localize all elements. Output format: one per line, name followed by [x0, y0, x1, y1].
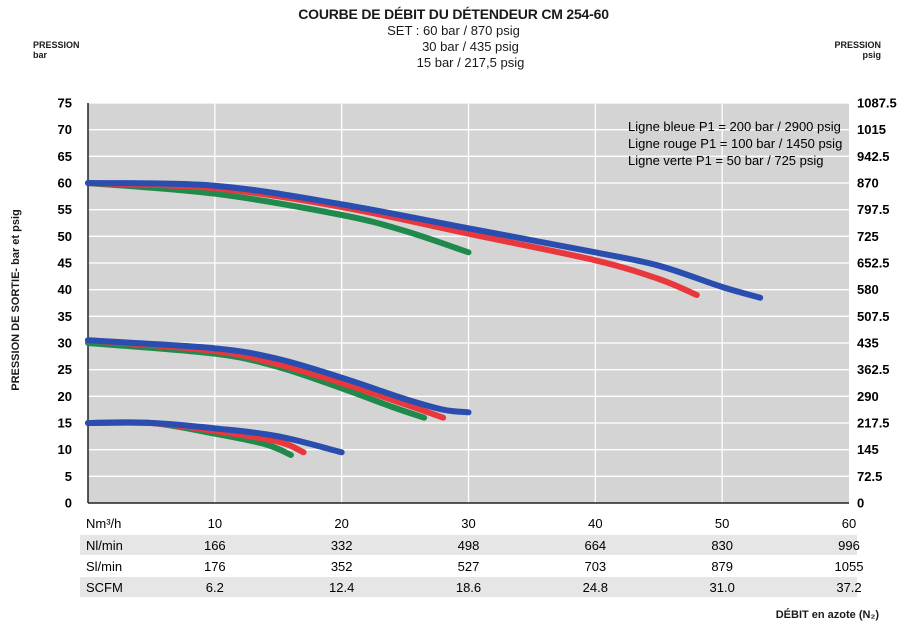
- y-tick-label-bar: 75: [58, 96, 72, 111]
- flow-table-cell: 24.8: [583, 580, 608, 595]
- flow-table-row-label: Nl/min: [86, 538, 123, 553]
- x-tick-label: 40: [588, 516, 602, 531]
- flow-table-band: [80, 535, 857, 555]
- y-tick-label-bar: 55: [58, 202, 72, 217]
- y-tick-label-psig: 942.5: [857, 149, 890, 164]
- subtitle-line-3: 15 bar / 217,5 psig: [416, 55, 525, 70]
- flow-table-cell: 1055: [835, 559, 864, 574]
- y-tick-label-psig: 362.5: [857, 362, 890, 377]
- y-tick-label-psig: 72.5: [857, 469, 882, 484]
- y-tick-label-psig: 652.5: [857, 256, 890, 271]
- y-tick-label-bar: 20: [58, 389, 72, 404]
- flow-table-cell: 31.0: [710, 580, 735, 595]
- y-tick-label-bar: 65: [58, 149, 72, 164]
- y-tick-label-bar: 30: [58, 336, 72, 351]
- y-tick-label-psig: 580: [857, 282, 879, 297]
- flow-table-cell: 996: [838, 538, 860, 553]
- y-tick-label-bar: 35: [58, 309, 72, 324]
- y-tick-label-psig: 870: [857, 176, 879, 191]
- flow-table-cell: 176: [204, 559, 226, 574]
- flow-table-cell: 830: [711, 538, 733, 553]
- flow-table-cell: 6.2: [206, 580, 224, 595]
- y-tick-label-psig: 0: [857, 496, 864, 511]
- legend-entry: Ligne bleue P1 = 200 bar / 2900 psig: [628, 119, 841, 134]
- y-tick-label-psig: 145: [857, 442, 879, 457]
- y-tick-label-psig: 1015: [857, 122, 886, 137]
- flow-table-cell: 332: [331, 538, 353, 553]
- flow-table-cell: 166: [204, 538, 226, 553]
- flow-table-cell: 527: [458, 559, 480, 574]
- x-tick-label: 10: [208, 516, 222, 531]
- y-tick-label-bar: 10: [58, 442, 72, 457]
- flow-table-cell: 703: [584, 559, 606, 574]
- flow-table-band: [80, 577, 857, 597]
- left-axis-header-title: PRESSION: [33, 40, 80, 50]
- y-tick-label-bar: 40: [58, 282, 72, 297]
- y-tick-label-bar: 70: [58, 122, 72, 137]
- right-axis-header-title: PRESSION: [834, 40, 881, 50]
- y-tick-label-bar: 25: [58, 362, 72, 377]
- right-axis-header: PRESSION psig: [834, 40, 881, 60]
- flow-table-cell: 18.6: [456, 580, 481, 595]
- y-tick-label-psig: 725: [857, 229, 879, 244]
- y-tick-label-bar: 60: [58, 176, 72, 191]
- series-line-blue-set-15: [85, 419, 345, 456]
- series-line-blue-set-30: [85, 337, 472, 416]
- subtitle-line-1: SET : 60 bar / 870 psig: [387, 23, 520, 38]
- flow-table-cell: 879: [711, 559, 733, 574]
- y-tick-label-bar: 15: [58, 416, 72, 431]
- y-tick-label-bar: 50: [58, 229, 72, 244]
- y-tick-label-psig: 217.5: [857, 416, 890, 431]
- y-tick-label-psig: 507.5: [857, 309, 890, 324]
- flow-table-cell: 664: [584, 538, 606, 553]
- y-tick-label-bar: 5: [65, 469, 72, 484]
- series-line-blue-set-60: [85, 180, 764, 301]
- chart-title: COURBE DE DÉBIT DU DÉTENDEUR CM 254-60: [298, 6, 609, 22]
- right-axis-header-unit: psig: [862, 50, 881, 60]
- x-axis-title: DÉBIT en azote (N₂): [775, 609, 879, 621]
- legend-entry: Ligne rouge P1 = 100 bar / 1450 psig: [628, 136, 842, 151]
- legend-entry: Ligne verte P1 = 50 bar / 725 psig: [628, 153, 824, 168]
- y-tick-label-bar: 45: [58, 256, 72, 271]
- x-tick-label: 20: [334, 516, 348, 531]
- chart-subtitle: SET : 60 bar / 870 psig 30 bar / 435 psi…: [0, 23, 907, 71]
- flow-table-cell: 12.4: [329, 580, 354, 595]
- y-tick-label-psig: 1087.5: [857, 96, 897, 111]
- x-tick-label: 50: [715, 516, 729, 531]
- left-axis-header-unit: bar: [33, 50, 48, 60]
- flow-table-cell: 37.2: [836, 580, 861, 595]
- y-tick-label-psig: 435: [857, 336, 879, 351]
- y-tick-label-psig: 290: [857, 389, 879, 404]
- flow-table-cell: 498: [458, 538, 480, 553]
- x-tick-label: 30: [461, 516, 475, 531]
- x-unit-label: Nm³/h: [86, 516, 121, 531]
- y-tick-label-bar: 0: [65, 496, 72, 511]
- x-tick-label: 60: [842, 516, 856, 531]
- left-axis-header: PRESSION bar: [33, 40, 80, 60]
- flow-table-row-label: SCFM: [86, 580, 123, 595]
- flow-table-cell: 352: [331, 559, 353, 574]
- y-tick-label-psig: 797.5: [857, 202, 890, 217]
- subtitle-line-2: 30 bar / 435 psig: [422, 39, 519, 54]
- flow-table-row-label: Sl/min: [86, 559, 122, 574]
- series-line-green-set-60: [85, 180, 472, 256]
